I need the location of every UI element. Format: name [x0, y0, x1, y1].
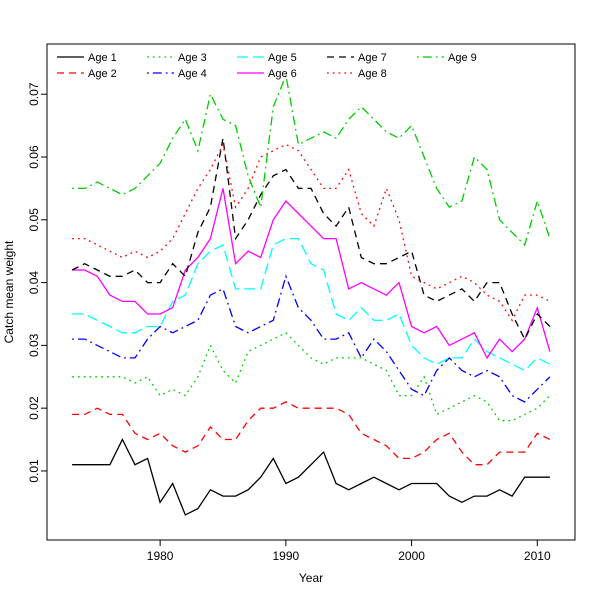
legend-label-age-4: Age 4 — [178, 68, 207, 80]
x-tick-label: 2000 — [398, 549, 425, 563]
y-tick-label: 0.04 — [27, 271, 41, 295]
y-tick-label: 0.07 — [27, 82, 41, 106]
y-tick-label: 0.05 — [27, 208, 41, 232]
series-line-age-9 — [72, 73, 551, 247]
x-tick-label: 1990 — [273, 549, 300, 563]
y-tick-label: 0.03 — [27, 333, 41, 357]
y-tick-label: 0.06 — [27, 145, 41, 169]
legend-label-age-1: Age 1 — [88, 52, 117, 64]
series-line-age-6 — [72, 188, 551, 360]
legend-label-age-5: Age 5 — [268, 52, 297, 64]
legend-label-age-3: Age 3 — [178, 52, 207, 64]
legend-label-age-9: Age 9 — [448, 52, 477, 64]
legend-label-age-7: Age 7 — [358, 52, 387, 64]
legend-label-age-8: Age 8 — [358, 68, 387, 80]
plot-area: 1980 1990 2000 2010 0.01 0.02 0.03 0.04 0.05 0.06… — [27, 43, 576, 563]
series-line-age-8 — [72, 142, 551, 322]
plot-border — [46, 43, 576, 541]
y-tick-label: 0.01 — [27, 459, 41, 483]
y-axis-title: Catch mean weight — [2, 240, 16, 343]
series-line-age-3 — [72, 332, 551, 422]
series-line-age-2 — [72, 401, 551, 466]
x-tick-label: 1980 — [147, 549, 174, 563]
legend-label-age-6: Age 6 — [268, 68, 297, 80]
series-line-age-7 — [71, 138, 551, 341]
legend-label-age-2: Age 2 — [88, 68, 117, 80]
series-line-age-4 — [72, 274, 551, 403]
x-axis-title: Year — [299, 571, 323, 585]
series-line-age-5 — [72, 237, 551, 372]
x-tick-label: 2010 — [524, 549, 551, 563]
y-tick-label: 0.02 — [27, 396, 41, 420]
series-line-age-1 — [72, 438, 550, 516]
